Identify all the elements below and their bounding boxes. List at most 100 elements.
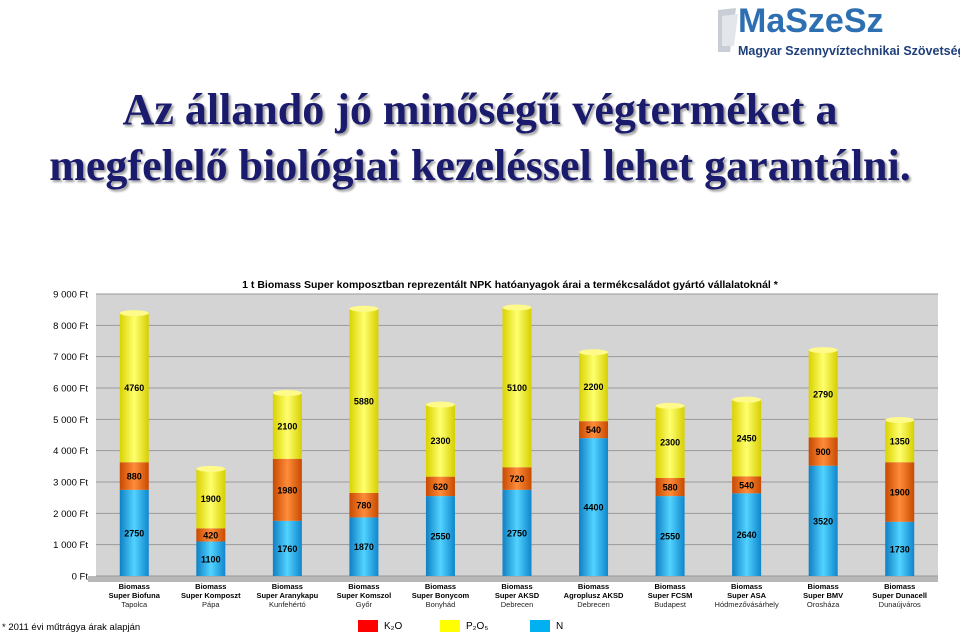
- data-label: 2100: [277, 421, 297, 431]
- x-category-label: Biomass: [808, 582, 839, 591]
- data-label: 2450: [737, 433, 757, 443]
- bar-segment-n: [196, 541, 226, 576]
- data-label: 880: [127, 472, 142, 482]
- x-category-label: Agroplusz AKSD: [564, 591, 624, 600]
- bar-segment-k2o: [196, 528, 226, 542]
- data-label: 420: [203, 530, 218, 540]
- bar-segment-n: [502, 489, 532, 576]
- legend-label-n: N: [556, 620, 564, 632]
- page-title: Az állandó jó minőségű végterméket a meg…: [49, 85, 911, 190]
- data-label: 780: [356, 501, 371, 511]
- data-label: 1730: [890, 544, 910, 554]
- bar-segment-k2o: [732, 476, 762, 494]
- x-category-label: Biomass: [425, 582, 456, 591]
- bar-segment-n: [579, 438, 609, 576]
- y-tick-label: 5 000 Ft: [53, 415, 88, 426]
- bar-cap: [425, 401, 455, 408]
- bar-cap: [196, 465, 226, 472]
- legend-item-p2o5: P₂O₅: [440, 618, 488, 634]
- bar-segment-n: [349, 517, 379, 576]
- bar-segment-p2o5: [655, 405, 685, 478]
- bar-segment-p2o5: [425, 404, 455, 477]
- legend-item-k2o: K₂O: [358, 618, 402, 634]
- x-category-label: Super Komposzt: [181, 591, 241, 600]
- data-label: 540: [739, 480, 754, 490]
- bar-cap: [655, 402, 685, 409]
- bar-segment-p2o5: [196, 468, 226, 529]
- x-category-label: Super BMV: [803, 591, 843, 600]
- bar-cap: [272, 390, 302, 397]
- bar-segment-n: [885, 521, 915, 576]
- bar-segment-k2o: [885, 462, 915, 522]
- data-label: 580: [663, 483, 678, 493]
- x-category-label: Super Dunacell: [872, 591, 927, 600]
- data-label: 720: [509, 474, 524, 484]
- data-label: 900: [816, 447, 831, 457]
- bar-segment-n: [655, 496, 685, 576]
- data-label: 2300: [660, 437, 680, 447]
- bar-segment-p2o5: [732, 399, 762, 477]
- data-label: 1760: [277, 544, 297, 554]
- x-category-label: Super ASA: [727, 591, 766, 600]
- logo-subtitle: Magyar Szennyvíztechnikai Szövetség: [738, 44, 960, 58]
- data-label: 5100: [507, 383, 527, 393]
- x-category-label: Biomass: [272, 582, 303, 591]
- data-label: 540: [586, 425, 601, 435]
- x-category-label: Biomass: [884, 582, 915, 591]
- data-label: 5880: [354, 396, 374, 406]
- data-label: 4400: [584, 503, 604, 513]
- data-label: 1900: [201, 494, 221, 504]
- bar-cap: [808, 347, 838, 354]
- data-label: 2790: [813, 389, 833, 399]
- chart-title: 1 t Biomass Super komposztban reprezentá…: [242, 279, 778, 291]
- x-category-label: Biomass: [195, 582, 226, 591]
- bar-segment-k2o: [349, 492, 379, 518]
- legend-label-k2o: K₂O: [384, 620, 403, 632]
- bar-segment-k2o: [425, 476, 455, 497]
- x-category-city: Pápa: [202, 600, 220, 609]
- data-label: 2300: [430, 436, 450, 446]
- data-label: 1350: [890, 437, 910, 447]
- y-tick-label: 1 000 Ft: [53, 540, 88, 551]
- bar-segment-p2o5: [808, 350, 838, 438]
- logo-mark-icon: [718, 8, 738, 52]
- y-tick-label: 2 000 Ft: [53, 509, 88, 520]
- x-category-city: Kunfehértó: [269, 600, 306, 609]
- data-label: 1900: [890, 488, 910, 498]
- footnote: * 2011 évi műtrágya árak alapján: [2, 622, 141, 633]
- x-category-label: Super Aranykapu: [256, 591, 318, 600]
- bar-segment-k2o: [502, 467, 532, 490]
- data-label: 1870: [354, 542, 374, 552]
- x-category-label: Biomass: [119, 582, 150, 591]
- y-tick-label: 9 000 Ft: [53, 290, 88, 301]
- x-category-city: Debrecen: [501, 600, 534, 609]
- data-label: 1980: [277, 485, 297, 495]
- bar-segment-n: [119, 489, 149, 576]
- y-tick-label: 7 000 Ft: [53, 352, 88, 363]
- y-tick-label: 4 000 Ft: [53, 446, 88, 457]
- bar-segment-k2o: [655, 477, 685, 497]
- x-category-label: Super Bonycom: [412, 591, 470, 600]
- bar-cap: [732, 396, 762, 403]
- legend-swatch-k2o: [358, 620, 378, 632]
- x-category-label: Super Biofuna: [109, 591, 161, 600]
- data-label: 2550: [430, 532, 450, 542]
- x-category-city: Budapest: [654, 600, 687, 609]
- y-tick-label: 8 000 Ft: [53, 321, 88, 332]
- bar-segment-k2o: [119, 462, 149, 490]
- plot-floor: [88, 576, 938, 582]
- data-label: 4760: [124, 383, 144, 393]
- x-category-label: Super AKSD: [495, 591, 540, 600]
- bar-segment-p2o5: [119, 313, 149, 463]
- data-label: 2200: [584, 382, 604, 392]
- legend-swatch-p2o5: [440, 620, 460, 632]
- bar-cap: [579, 349, 609, 356]
- bar-segment-p2o5: [349, 308, 379, 493]
- bar-cap: [349, 305, 379, 312]
- logo-name: MaSzeSz: [738, 2, 884, 40]
- maszesz-logo: MaSzeSz Magyar Szennyvíztechnikai Szövet…: [716, 2, 960, 66]
- y-tick-label: 6 000 Ft: [53, 384, 88, 395]
- legend-item-n: N: [530, 618, 563, 634]
- x-category-city: Orosháza: [807, 600, 840, 609]
- y-tick-label: 3 000 Ft: [53, 478, 88, 489]
